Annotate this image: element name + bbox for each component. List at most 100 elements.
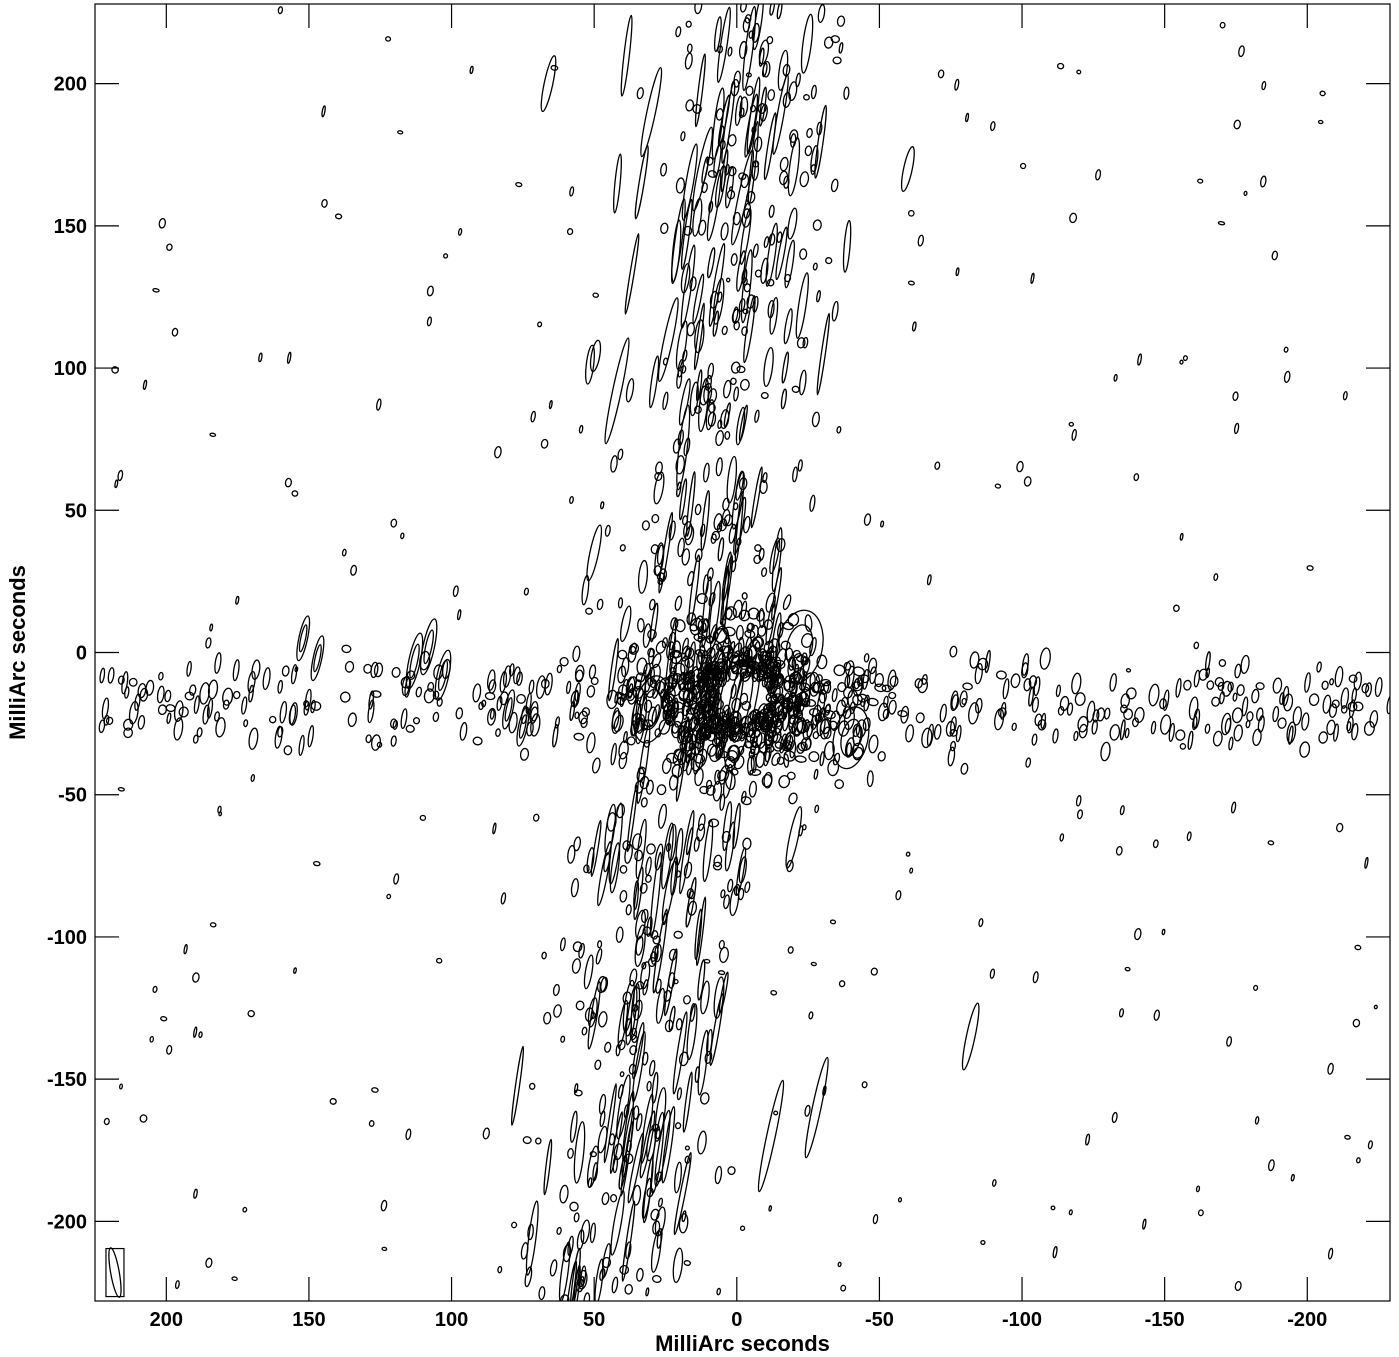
stripe-contour (686, 612, 697, 626)
stripe-contour (649, 951, 657, 962)
noise-contour (1152, 839, 1159, 849)
sidelobe-contour (673, 697, 679, 719)
sidelobe-contour (738, 636, 745, 657)
noise-contour (798, 825, 804, 837)
stripe-contour (751, 160, 760, 181)
sidelobe-contour (782, 594, 792, 611)
band-contour (1031, 696, 1040, 713)
stripe-contour (579, 1276, 585, 1288)
stripe-contour (497, 1265, 503, 1274)
band-contour (1175, 729, 1186, 741)
noise-contour (523, 587, 530, 596)
stripe-contour (639, 775, 650, 790)
noise-contour (385, 36, 392, 42)
stripe-contour (541, 951, 547, 960)
sidelobe-contour (691, 666, 700, 686)
stripe-contour (740, 378, 750, 391)
noise-contour (804, 1104, 811, 1117)
stripe-contour (653, 471, 665, 505)
sidelobe-contour (786, 771, 796, 780)
sidelobe-contour (721, 637, 732, 659)
stripe-contour (754, 544, 762, 552)
band-contour (232, 659, 240, 682)
noise-contour (114, 479, 119, 489)
noise-contour (837, 1261, 842, 1268)
noise-contour (1316, 661, 1322, 673)
noise-contour (662, 913, 668, 926)
band-contour (617, 649, 628, 660)
stripe-contour (650, 1208, 660, 1221)
band-contour (655, 680, 666, 695)
stripe-contour (585, 607, 593, 615)
band-contour (921, 727, 933, 749)
streak-contour (540, 55, 557, 113)
stripe-contour (712, 277, 725, 325)
stripe-contour (664, 1019, 674, 1033)
streak-contour (757, 1079, 785, 1193)
sidelobe-contour (774, 741, 784, 749)
band-contour (262, 667, 271, 691)
noise-contour (1179, 743, 1187, 750)
band-contour (303, 700, 309, 708)
band-contour (367, 699, 375, 724)
streak-contour (804, 1056, 829, 1159)
noise-contour (741, 790, 747, 804)
stripe-contour (705, 374, 712, 391)
band-contour (1245, 719, 1251, 729)
band-contour (974, 662, 984, 685)
band-contour (1234, 663, 1242, 679)
noise-contour (258, 352, 263, 363)
stripe-contour (624, 1283, 633, 1295)
stripe-contour (585, 344, 595, 385)
band-contour (1096, 707, 1106, 722)
stripe-contour (702, 819, 714, 883)
band-contour (1322, 694, 1332, 714)
stripe-contour (651, 930, 659, 940)
band-contour (745, 720, 757, 743)
stripe-contour (651, 1071, 659, 1104)
band-contour (947, 746, 956, 767)
stripe-contour (677, 537, 685, 558)
noise-contour (386, 893, 392, 900)
band-contour (1077, 715, 1089, 733)
band-contour (373, 662, 384, 678)
stripe-contour (722, 497, 730, 511)
noise-contour (1217, 220, 1226, 226)
stripe-contour (727, 166, 737, 177)
band-contour (1283, 693, 1294, 712)
band-contour (610, 742, 617, 766)
band-contour (984, 649, 991, 674)
band-contour (173, 717, 184, 741)
noise-contour (500, 892, 507, 905)
band-contour (339, 691, 351, 703)
band-contour (625, 676, 636, 698)
noise-contour (994, 483, 1002, 489)
stripe-contour (680, 198, 693, 270)
stripe-contour (570, 878, 579, 898)
stripe-contour (816, 312, 831, 396)
band-contour (863, 694, 870, 712)
noise-contour (813, 768, 819, 780)
band-contour (862, 717, 871, 732)
stripe-contour (686, 43, 693, 54)
band-contour (487, 707, 497, 726)
band-contour (852, 723, 861, 738)
stripe-contour (680, 244, 696, 329)
band-contour (279, 700, 288, 724)
stripe-contour (686, 827, 694, 856)
stripe-contour (806, 128, 813, 138)
stripe-contour (617, 999, 629, 1047)
band-contour (580, 717, 588, 729)
stripe-contour (730, 253, 738, 266)
band-contour (883, 695, 889, 708)
noise-contour (1344, 1134, 1351, 1140)
stripe-contour (699, 1092, 710, 1105)
band-contour (1352, 701, 1364, 712)
stripe-contour (678, 1213, 689, 1234)
noise-contour (117, 786, 125, 792)
band-contour (1031, 733, 1038, 746)
noise-contour (426, 316, 432, 327)
noise-contour (209, 623, 214, 632)
stripe-contour (611, 1276, 619, 1294)
noise-contour (482, 1127, 490, 1140)
